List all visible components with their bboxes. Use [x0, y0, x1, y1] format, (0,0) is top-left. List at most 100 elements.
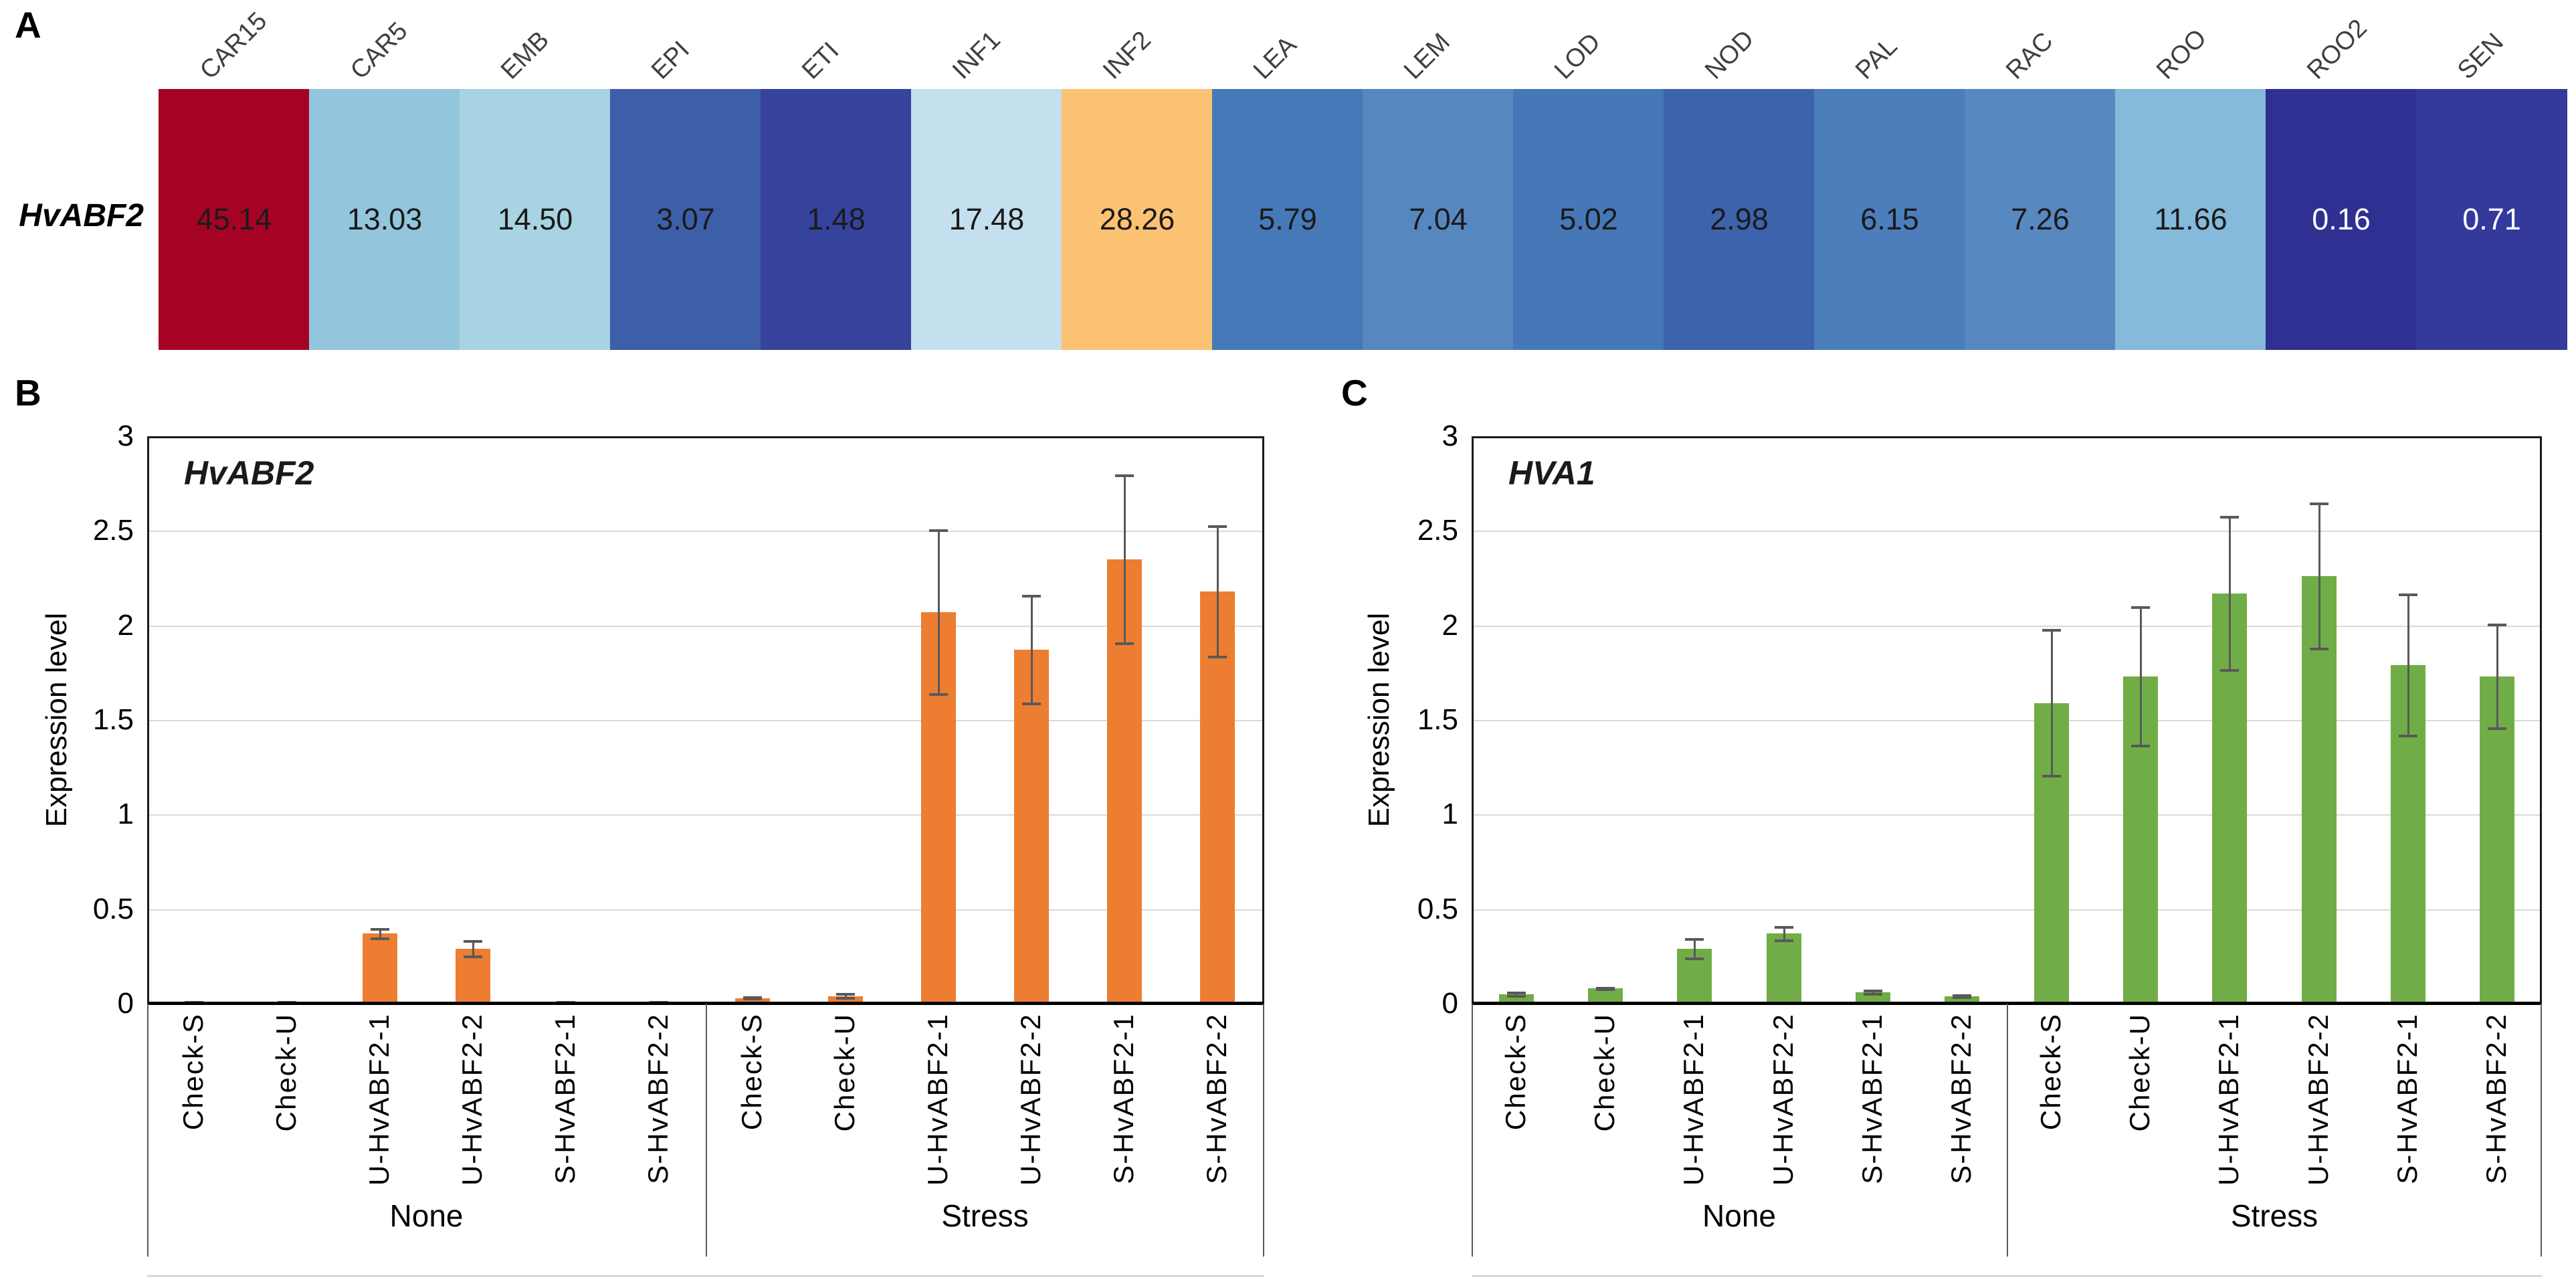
heatmap-cell: 17.48 [911, 89, 1062, 350]
y-tick-label: 0.5 [92, 892, 134, 925]
error-bar-cap [1115, 474, 1134, 477]
error-bar-cap [1953, 994, 1972, 997]
error-bar-cap [464, 955, 483, 958]
bar [362, 933, 397, 1004]
error-bar-cap [835, 996, 855, 1000]
error-bar-cap [1864, 993, 1882, 996]
heatmap-row-label: HvABF2 [19, 198, 144, 234]
gridline [1472, 720, 2542, 721]
heatmap-cell: 7.04 [1363, 89, 1514, 350]
error-bar-cap [2042, 774, 2061, 777]
group-label: None [389, 1198, 464, 1233]
error-bar-cap [742, 996, 762, 999]
error-bar-cap [2042, 629, 2061, 632]
plot-area-border [147, 436, 1264, 1004]
error-bar [1872, 989, 1874, 996]
x-category-label: Check-S [1499, 1013, 1531, 1131]
heatmap-column-label: CAR15 [194, 7, 272, 85]
heatmap-column-label: ETI [796, 37, 845, 85]
y-tick-label: 1.5 [1417, 703, 1458, 736]
error-bar [2496, 623, 2499, 730]
error-bar-cap [2309, 502, 2329, 505]
error-bar-cap [1596, 986, 1615, 990]
heatmap-cell: 11.66 [2115, 89, 2266, 350]
heatmap-column-label: ROO2 [2301, 13, 2373, 85]
error-bar-cap [835, 993, 855, 996]
bar [1766, 933, 1801, 1004]
heatmap-column-label: LEA [1248, 31, 1302, 85]
heatmap-cell-value: 13.03 [346, 202, 423, 236]
y-tick-label: 0 [1442, 987, 1458, 1020]
error-bar-cap [1596, 988, 1615, 992]
heatmap-cell-value: 17.48 [949, 202, 1025, 236]
x-category-label: Check-U [2124, 1013, 2155, 1132]
x-category-label: S-HvABF2-1 [549, 1013, 581, 1184]
gridline [147, 625, 1264, 627]
error-bar-cap [370, 937, 389, 940]
heatmap-cell: 3.07 [610, 89, 761, 350]
x-category-label: S-HvABF2-2 [2480, 1013, 2512, 1184]
heatmap-cell-value: 7.04 [1409, 202, 1468, 236]
x-category-label: Check-U [1589, 1013, 1620, 1132]
heatmap-cell: 0.16 [2266, 89, 2417, 350]
heatmap-cell: 5.79 [1212, 89, 1363, 350]
y-tick-label: 1 [1442, 798, 1458, 831]
x-category-label: U-HvABF2-1 [921, 1013, 953, 1186]
error-bar-cap [1208, 655, 1227, 658]
x-category-label: S-HvABF2-2 [642, 1013, 674, 1184]
error-bar [1515, 991, 1518, 998]
panel-c-label: C [1341, 372, 1368, 414]
chart-bottom-edge [147, 1275, 1264, 1277]
y-tick-label: 0 [117, 987, 134, 1020]
heatmap-cell: 1.48 [761, 89, 912, 350]
x-category-label: Check-S [177, 1013, 209, 1131]
heatmap-column-label: LEM [1398, 27, 1456, 85]
heatmap-cell-value: 0.71 [2462, 202, 2521, 236]
error-bar [1217, 525, 1219, 658]
heatmap-cell: 28.26 [1062, 89, 1213, 350]
group-label: None [1702, 1198, 1776, 1233]
heatmap-column-label: PAL [1850, 32, 1903, 85]
heatmap-cell: 0.71 [2416, 89, 2567, 350]
x-category-label: U-HvABF2-2 [2302, 1013, 2334, 1186]
panel-a-label: A [15, 4, 41, 45]
heatmap-cell-value: 5.79 [1258, 202, 1317, 236]
heatmap-cell-value: 5.02 [1559, 202, 1618, 236]
heatmap-column-label: LOD [1549, 27, 1606, 85]
x-category-label: S-HvABF2-2 [1201, 1013, 1233, 1184]
heatmap-cell: 13.03 [309, 89, 460, 350]
gridline [147, 909, 1264, 911]
error-bar-cap [1685, 957, 1704, 960]
heatmap-column-label: EMB [495, 25, 555, 85]
category-group-border [2007, 1004, 2008, 1257]
error-bar-cap [1115, 642, 1134, 645]
error-bar [2407, 593, 2409, 737]
gridline [147, 531, 1264, 533]
y-axis-title: Expression level [40, 612, 73, 828]
chart-bottom-edge [1472, 1275, 2542, 1277]
x-category-label: S-HvABF2-2 [1945, 1013, 1977, 1184]
x-category-label: Check-U [270, 1013, 302, 1132]
x-category-label: Check-U [828, 1013, 860, 1132]
error-bar-cap [1685, 938, 1704, 941]
error-bar-cap [2131, 744, 2150, 747]
heatmap-column-label: NOD [1699, 25, 1759, 85]
error-bar [2140, 606, 2142, 747]
category-group-border [1472, 1004, 1473, 1257]
error-bar [1031, 595, 1033, 705]
heatmap-column-label: SEN [2452, 27, 2509, 85]
heatmap-cell-value: 3.07 [656, 202, 715, 236]
heatmap-cell-value: 6.15 [1860, 202, 1919, 236]
x-category-label: U-HvABF2-2 [1015, 1013, 1047, 1186]
error-bar-cap [2220, 515, 2240, 519]
heatmap-cell: 6.15 [1814, 89, 1965, 350]
error-bar-cap [742, 998, 762, 1001]
bar [827, 996, 863, 1004]
error-bar-cap [928, 693, 948, 697]
error-bar-cap [2488, 727, 2507, 731]
y-tick-label: 1 [117, 798, 134, 831]
bar [1014, 650, 1050, 1004]
heatmap-cell: 45.14 [159, 89, 310, 350]
plot-area-border [1472, 436, 2542, 1004]
heatmap-cell-value: 0.16 [2312, 202, 2371, 236]
